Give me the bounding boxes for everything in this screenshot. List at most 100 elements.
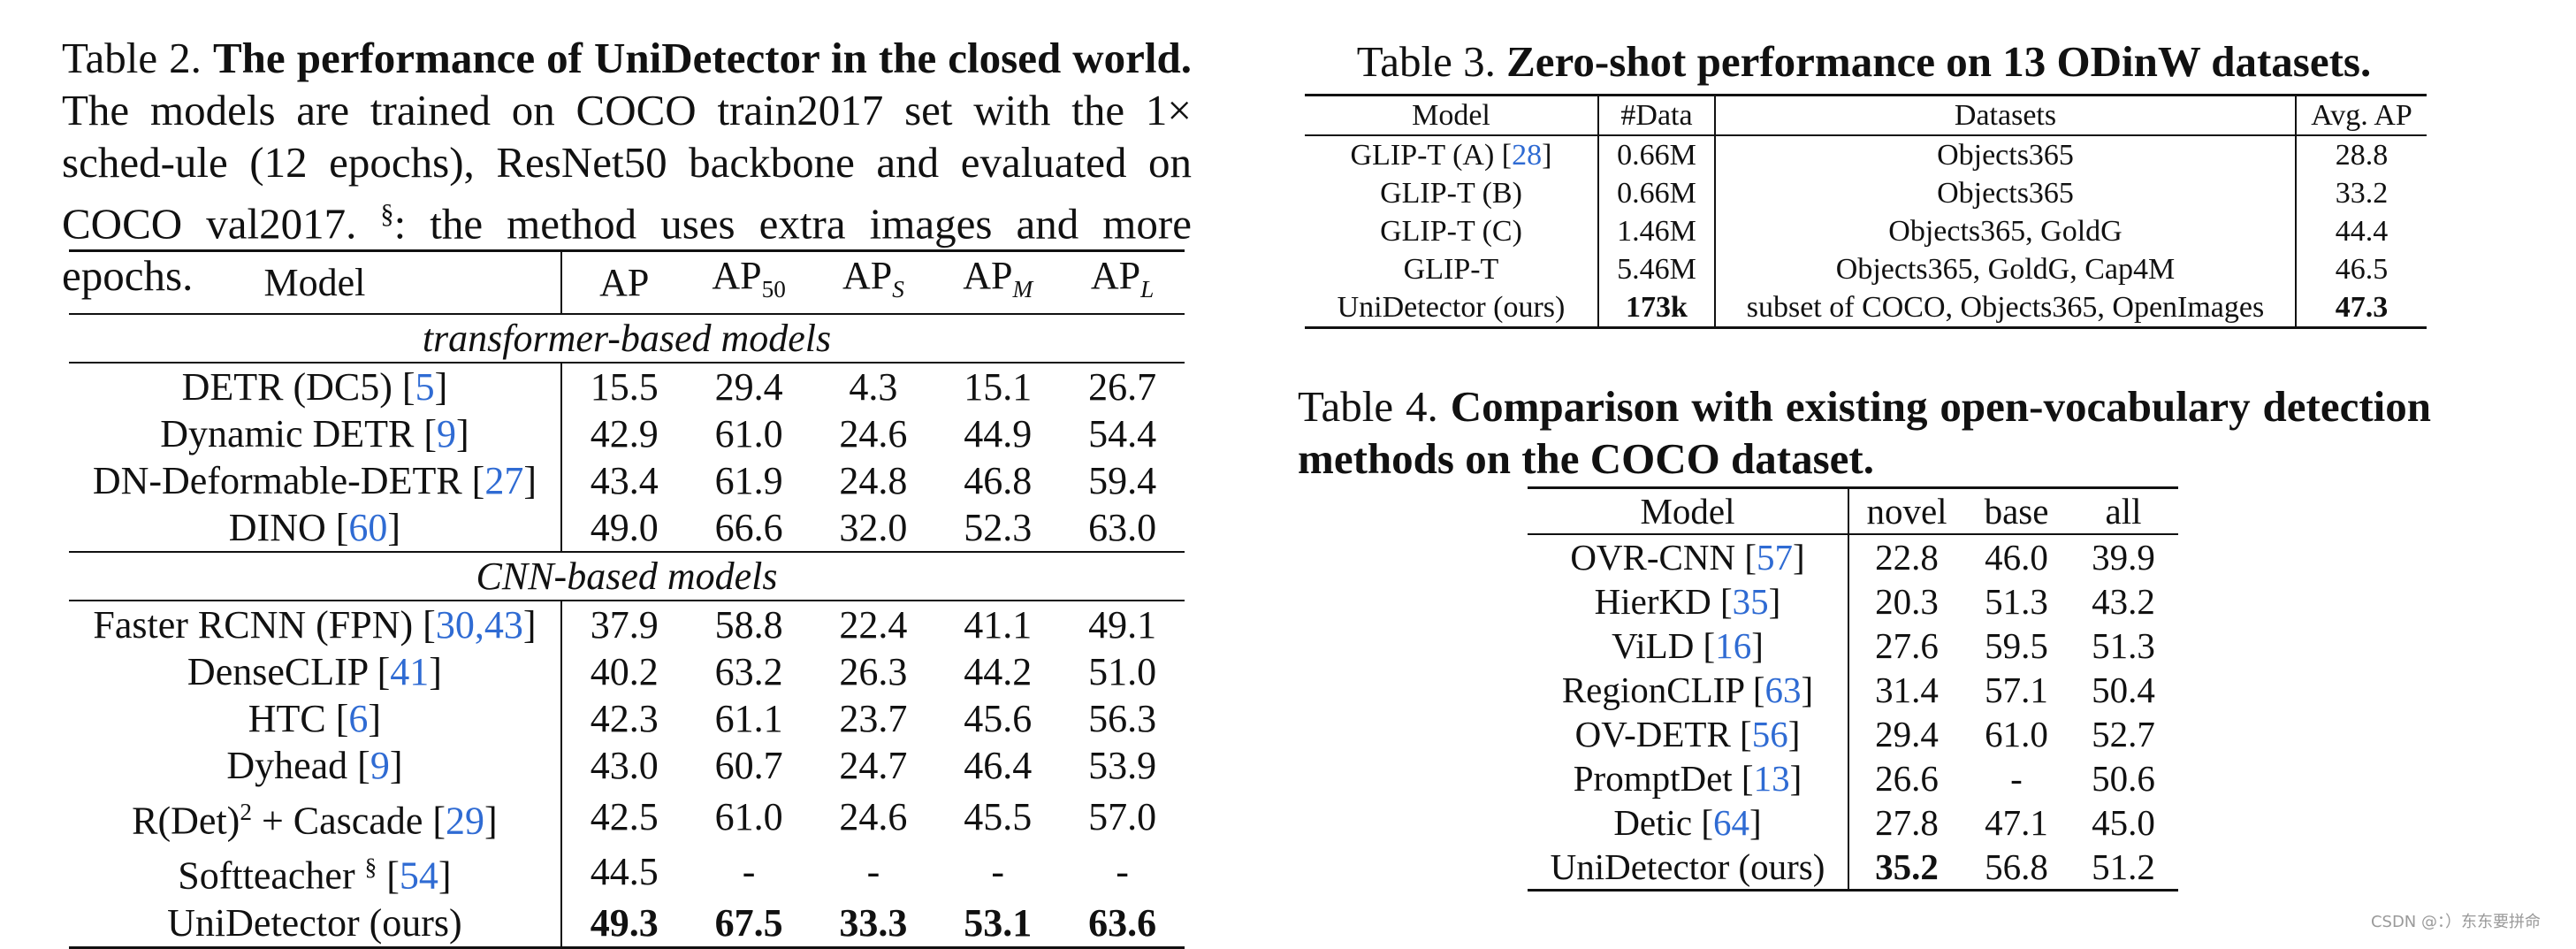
table3-header-model: Model [1305,94,1599,136]
cell-all: 45.0 [2092,802,2155,843]
citation-link[interactable]: 56 [1751,714,1788,754]
cell-apm: 46.8 [964,458,1033,502]
model-name: Detic [64] [1528,800,1849,845]
cell-all: 39.9 [2092,537,2155,578]
table-row: DETR (DC5) [5] 15.5 29.4 4.3 15.1 26.7 [69,362,1185,410]
cell-ap50: 66.6 [714,505,783,549]
cell-ap: 42.9 [590,411,659,455]
table2-label: Table 2. [62,34,202,82]
citation-link[interactable]: 6 [348,696,369,740]
cell-aps: 24.8 [839,458,908,502]
cell-apl: 57.0 [1088,794,1157,838]
citation-link[interactable]: 35 [1732,581,1769,622]
table4-header-model: Model [1528,486,1849,535]
table-row: UniDetector (ours) 35.2 56.8 51.2 [1528,845,2178,892]
table2-header-apl: APL [1060,249,1185,315]
cell-aps: 26.3 [839,649,908,693]
cell-apl: 56.3 [1088,696,1157,740]
model-name: Dyhead [9] [69,741,562,789]
table4-header-all: all [2069,486,2178,535]
cell-ap50: 29.4 [714,364,783,409]
cell-apl: - [1116,850,1129,894]
cell-avg-ap: 46.5 [2335,253,2389,286]
citation-link[interactable]: 9 [370,743,390,787]
model-name: UniDetector (ours) [69,899,562,949]
table2-header-apm: APM [935,249,1061,315]
citation-link[interactable]: 63 [1764,670,1802,710]
cell-ap: 42.5 [590,794,659,838]
table-row: UniDetector (ours) 49.3 67.5 33.3 53.1 6… [69,899,1185,949]
table4-header-novel: novel [1848,486,1964,535]
citation-link[interactable]: 30,43 [435,602,523,647]
citation-link[interactable]: 28 [1512,139,1543,172]
cell-novel: 26.6 [1875,758,1939,799]
citation-link[interactable]: 9 [437,411,456,455]
cell-apm: 53.1 [935,899,1061,949]
table-row: ViLD [16] 27.6 59.5 51.3 [1528,624,2178,668]
citation-link[interactable]: 16 [1715,625,1752,666]
cell-base: 46.0 [1985,537,2048,578]
table2-section-transformer: transformer-based models [69,313,1185,364]
cell-aps: 23.7 [839,696,908,740]
table-row: OV-DETR [56] 29.4 61.0 52.7 [1528,712,2178,756]
cell-base: 61.0 [1985,714,2048,754]
cell-base: 51.3 [1985,581,2048,622]
table-row: HTC [6] 42.3 61.1 23.7 45.6 56.3 [69,694,1185,742]
cell-ap: 43.4 [590,458,659,502]
cell-novel: 20.3 [1875,581,1939,622]
cell-data: 173k [1598,288,1716,329]
table3-header-data: #Data [1598,94,1716,136]
table3-title: Zero-shot performance on 13 ODinW datase… [1506,37,2372,86]
cell-novel: 31.4 [1875,670,1939,710]
model-name: DETR (DC5) [5] [69,362,562,410]
cell-ap: 15.5 [590,364,659,409]
table-row: Softteacher § [54] 44.5 - - - - [69,844,1185,900]
cell-all: 51.3 [2092,625,2155,666]
model-name: OV-DETR [56] [1528,712,1849,756]
citation-link[interactable]: 13 [1753,758,1790,799]
citation-link[interactable]: 54 [399,854,438,899]
citation-link[interactable]: 29 [446,799,485,843]
citation-link[interactable]: 41 [390,649,430,693]
cell-ap50: 67.5 [686,899,812,949]
cell-aps: 4.3 [849,364,898,409]
cell-ap: 49.0 [590,505,659,549]
cell-apm: 46.4 [964,743,1033,787]
model-name: UniDetector (ours) [1305,288,1599,329]
table3-header-datasets: Datasets [1715,94,2297,136]
table3-caption: Table 3. Zero-shot performance on 13 ODi… [1305,35,2423,88]
cell-aps: 24.7 [839,743,908,787]
table-row: HierKD [35] 20.3 51.3 43.2 [1528,579,2178,624]
cell-apm: 44.9 [964,411,1033,455]
table3: Model #Data Datasets Avg. AP GLIP-T (A) … [1305,94,2427,329]
citation-link[interactable]: 64 [1713,802,1750,843]
table4: Model novel base all OVR-CNN [57] 22.8 4… [1528,486,2178,892]
cell-ap: 49.3 [560,899,687,949]
cell-avg-ap: 47.3 [2296,288,2427,329]
cell-apm: 52.3 [964,505,1033,549]
cell-aps: 24.6 [839,411,908,455]
citation-link[interactable]: 27 [484,458,524,502]
model-name: GLIP-T [1305,250,1599,288]
cell-avg-ap: 28.8 [2335,139,2389,172]
cell-ap50: 61.0 [714,411,783,455]
cell-datasets: Objects365, GoldG [1715,212,2297,250]
table2-section-mark: § [380,199,394,229]
cell-ap: 40.2 [590,649,659,693]
citation-link[interactable]: 57 [1757,537,1794,578]
citation-link[interactable]: 60 [348,505,388,549]
model-name: UniDetector (ours) [1528,845,1849,892]
table-row: Dynamic DETR [9] 42.9 61.0 24.6 44.9 54.… [69,409,1185,457]
table-row: Detic [64] 27.8 47.1 45.0 [1528,800,2178,845]
cell-apl: 51.0 [1088,649,1157,693]
table-row: R(Det)2 + Cascade [29] 42.5 61.0 24.6 45… [69,788,1185,845]
citation-link[interactable]: 5 [415,364,435,409]
cell-avg-ap: 33.2 [2335,177,2389,210]
cell-aps: 22.4 [839,602,908,647]
model-name: Dynamic DETR [9] [69,409,562,457]
cell-datasets: Objects365 [1715,135,2297,174]
cell-novel: 27.6 [1875,625,1939,666]
cell-ap50: 61.1 [714,696,783,740]
cell-datasets: subset of COCO, Objects365, OpenImages [1715,288,2297,329]
model-name: DN-Deformable-DETR [27] [69,456,562,504]
